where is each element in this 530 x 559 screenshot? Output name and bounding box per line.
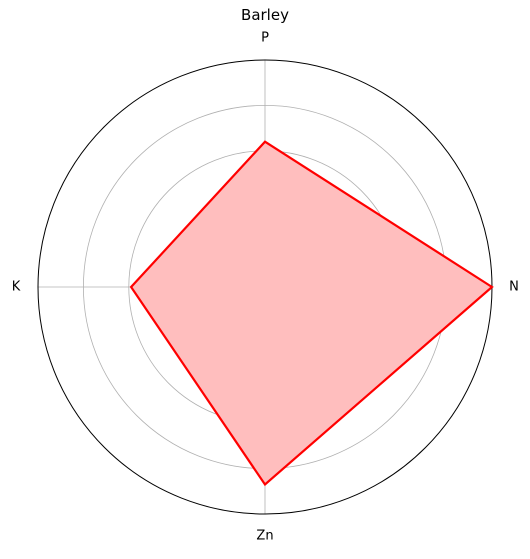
data-layer <box>131 142 492 485</box>
chart-title: Barley <box>0 6 530 24</box>
axis-label-zn: Zn <box>256 529 273 544</box>
series-area-0 <box>131 142 492 485</box>
axis-label-n: N <box>509 280 519 295</box>
axis-label-k: K <box>12 280 21 295</box>
axis-label-p: P <box>261 31 269 46</box>
